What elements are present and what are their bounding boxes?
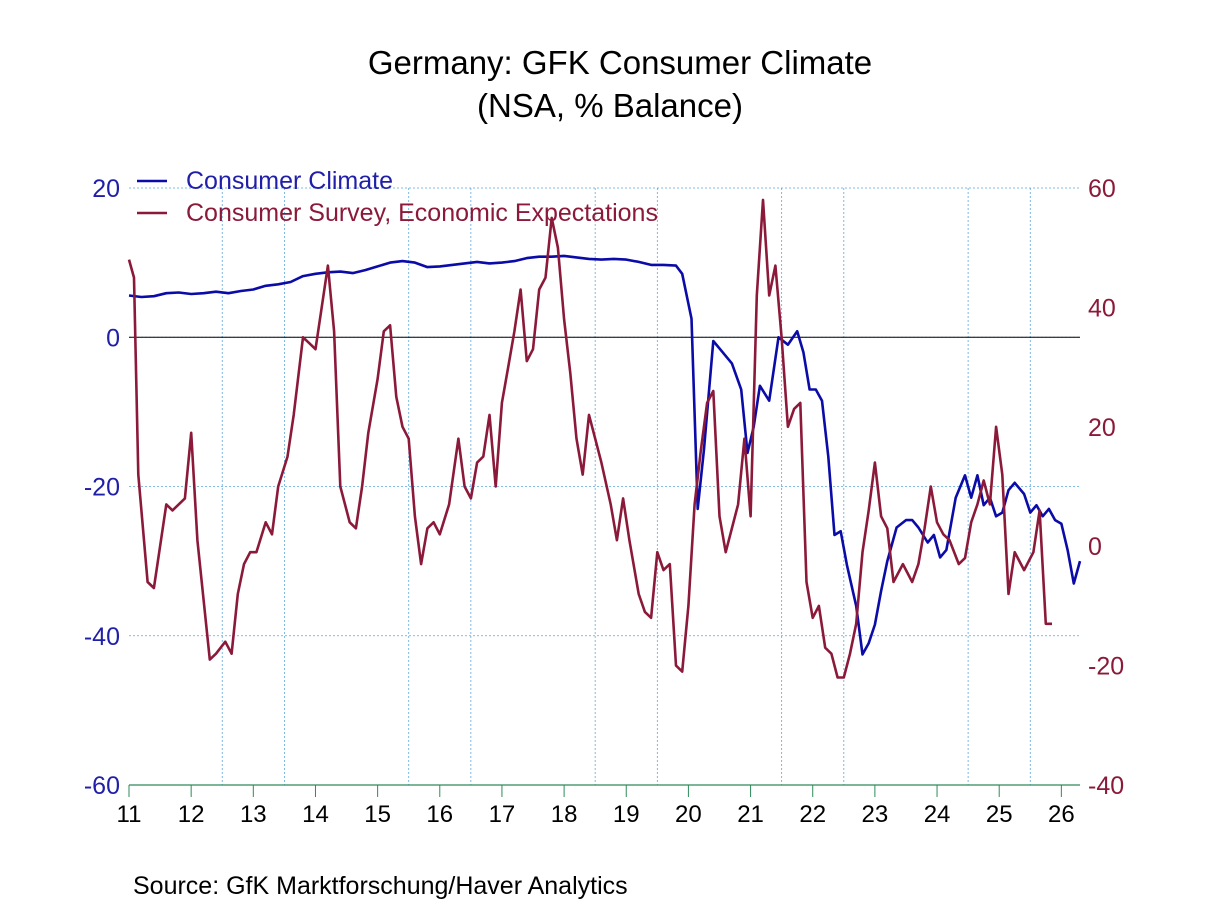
source-note: Source: GfK Marktforschung/Haver Analyti… <box>133 872 628 900</box>
x-tick-label: 19 <box>613 801 640 828</box>
x-tick-label: 16 <box>426 801 453 828</box>
x-tick-label: 18 <box>551 801 578 828</box>
y-right-tick-label: -40 <box>1088 772 1124 800</box>
x-tick-label: 23 <box>862 801 889 828</box>
x-tick-label: 26 <box>1048 801 1075 828</box>
x-tick-label: 17 <box>489 801 516 828</box>
y-right-tick-label: 40 <box>1088 294 1116 322</box>
grid-layer <box>129 187 1080 785</box>
x-tick-label: 21 <box>737 801 764 828</box>
legend-label-consumer-climate: Consumer Climate <box>186 167 393 195</box>
legend: Consumer Climate Consumer Survey, Econom… <box>137 167 658 227</box>
x-tick-label: 14 <box>302 801 329 828</box>
y-left-tick-label: -60 <box>84 772 120 800</box>
chart-subtitle: (NSA, % Balance) <box>477 87 743 124</box>
x-tick-label: 20 <box>675 801 702 828</box>
series-layer <box>127 198 1082 679</box>
y-right-tick-label: 60 <box>1088 175 1116 203</box>
y-left-tick-label: 0 <box>106 324 120 352</box>
x-tick-label: 12 <box>178 801 205 828</box>
x-tick-label: 24 <box>924 801 951 828</box>
y-left-tick-label: -20 <box>84 474 120 502</box>
series-line-consumer-climate <box>128 254 1082 656</box>
x-tick-label: 11 <box>117 801 142 828</box>
y-left-tick-label: 20 <box>92 175 120 203</box>
y-right-tick-label: 0 <box>1088 533 1102 561</box>
chart-title: Germany: GFK Consumer Climate <box>368 44 872 81</box>
y-right-tick-label: 20 <box>1088 414 1116 442</box>
x-tick-label: 22 <box>799 801 826 828</box>
y-right-tick-label: -20 <box>1088 653 1124 681</box>
axis-layer: 11 12 13 14 15 16 17 18 19 20 21 22 23 24 25 26 20 0 -20 -4… <box>84 175 1124 828</box>
x-tick-label: 15 <box>364 801 391 828</box>
x-tick-label: 13 <box>240 801 267 828</box>
y-left-tick-label: -40 <box>84 623 120 651</box>
x-tick-label: 25 <box>986 801 1013 828</box>
series-line-economic-expectations <box>127 198 1052 679</box>
legend-label-economic-expectations: Consumer Survey, Economic Expectations <box>186 199 658 227</box>
